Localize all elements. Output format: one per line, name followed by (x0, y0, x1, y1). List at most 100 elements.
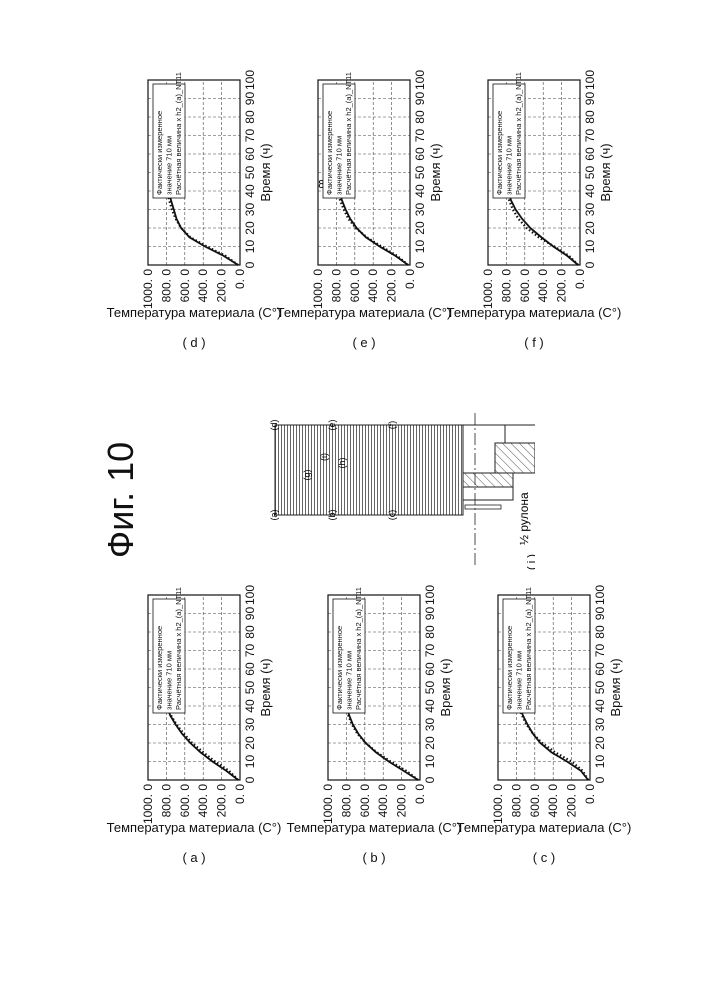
label-h: (h) (337, 457, 347, 468)
panel-label: ( c ) (533, 850, 555, 865)
legend-entry: Фактически измеренное (505, 626, 514, 710)
y-tick-label: 200. 0 (395, 784, 409, 818)
x-tick-label: 80 (413, 110, 427, 124)
x-tick-label: 100 (423, 585, 437, 605)
panel-a: 01020304050607080901000. 0200. 0400. 060… (140, 575, 290, 875)
y-tick-label: 1000. 0 (321, 784, 335, 824)
x-tick-label: 20 (593, 736, 607, 750)
y-tick-label: 200. 0 (555, 269, 569, 303)
y-tick-label: 1000. 0 (491, 784, 505, 824)
panel-label: ( b ) (362, 850, 385, 865)
panel-label: ( d ) (182, 335, 205, 350)
x-tick-label: 30 (243, 718, 257, 732)
y-axis-label: Температура материала (C°) (277, 305, 452, 320)
y-tick-label: 600. 0 (178, 269, 192, 303)
x-tick-label: 90 (583, 92, 597, 106)
x-tick-label: 80 (583, 110, 597, 124)
x-tick-label: 30 (583, 203, 597, 217)
x-tick-label: 60 (593, 662, 607, 676)
y-tick-label: 400. 0 (546, 784, 560, 818)
x-tick-label: 10 (593, 755, 607, 769)
legend-entry: Фактически измеренное (335, 626, 344, 710)
y-tick-label: 400. 0 (196, 269, 210, 303)
legend-entry: значение 710 мм (165, 651, 174, 710)
x-tick-label: 30 (413, 203, 427, 217)
legend-entry: Расчётная величина x h2_(a)_NT11 (174, 587, 183, 710)
y-tick-label: 600. 0 (358, 784, 372, 818)
x-tick-label: 90 (413, 92, 427, 106)
figure-title: Фиг. 10 (100, 430, 142, 570)
x-tick-label: 80 (593, 625, 607, 639)
x-tick-label: 70 (423, 644, 437, 658)
y-tick-label: 200. 0 (215, 784, 229, 818)
panel-label: ( e ) (352, 335, 375, 350)
y-tick-label: 400. 0 (196, 784, 210, 818)
x-tick-label: 0 (423, 776, 437, 783)
x-tick-label: 100 (593, 585, 607, 605)
x-tick-label: 20 (583, 221, 597, 235)
chart-a-svg: 01020304050607080901000. 0200. 0400. 060… (140, 575, 290, 875)
x-tick-label: 30 (423, 718, 437, 732)
y-tick-label: 0. 0 (233, 269, 247, 289)
y-axis-label: Температура материала (C°) (107, 820, 282, 835)
y-tick-label: 800. 0 (499, 269, 513, 303)
x-tick-label: 60 (413, 147, 427, 161)
x-tick-label: 0 (593, 776, 607, 783)
x-tick-label: 30 (243, 203, 257, 217)
half-roll-caption: ½ рулона (517, 492, 531, 545)
x-tick-label: 100 (413, 70, 427, 90)
x-tick-label: 10 (243, 240, 257, 254)
x-tick-label: 50 (243, 681, 257, 695)
x-tick-label: 80 (243, 110, 257, 124)
legend-entry: Расчётная величина x h2_(a)_NT11 (514, 72, 523, 195)
y-tick-label: 1000. 0 (311, 269, 325, 309)
x-tick-label: 50 (423, 681, 437, 695)
x-tick-label: 60 (583, 147, 597, 161)
y-tick-label: 0. 0 (413, 784, 427, 804)
x-tick-label: 70 (243, 129, 257, 143)
y-tick-label: 0. 0 (233, 784, 247, 804)
y-tick-label: 600. 0 (178, 784, 192, 818)
x-tick-label: 40 (243, 699, 257, 713)
x-tick-label: 20 (243, 221, 257, 235)
spindle (465, 505, 501, 509)
x-axis-label: Время (ч) (428, 143, 443, 201)
x-tick-label: 90 (593, 607, 607, 621)
panel-label: ( f ) (524, 335, 544, 350)
x-tick-label: 10 (243, 755, 257, 769)
x-tick-label: 90 (243, 92, 257, 106)
x-axis-label: Время (ч) (608, 658, 623, 716)
x-axis-label: Время (ч) (258, 143, 273, 201)
base-plate (463, 473, 513, 487)
label-j: ( j ) (526, 554, 535, 570)
chart-b-svg: 01020304050607080901000. 0200. 0400. 060… (320, 575, 470, 875)
x-tick-label: 30 (593, 718, 607, 732)
y-tick-label: 600. 0 (528, 784, 542, 818)
legend-entry: значение 710 мм (335, 136, 344, 195)
panel-d: 01020304050607080901000. 0200. 0400. 060… (140, 60, 290, 360)
y-tick-label: 800. 0 (159, 269, 173, 303)
x-tick-label: 0 (583, 261, 597, 268)
legend-entry: Расчётная величина x h2_(a)_NT11 (344, 72, 353, 195)
y-tick-label: 200. 0 (215, 269, 229, 303)
y-tick-label: 400. 0 (366, 269, 380, 303)
legend-entry: Фактически измеренное (155, 626, 164, 710)
x-tick-label: 40 (243, 184, 257, 198)
legend-entry: значение 710 мм (505, 136, 514, 195)
roll-schematic: (d) (e) (f) (a) (b) (c) (g) (h) (i) ( j … (235, 405, 535, 575)
panel-f: 01020304050607080901000. 0200. 0400. 060… (480, 60, 630, 360)
y-axis-label: Температура материала (C°) (287, 820, 462, 835)
x-tick-label: 40 (583, 184, 597, 198)
x-tick-label: 20 (243, 736, 257, 750)
x-tick-label: 40 (593, 699, 607, 713)
panel-label: ( a ) (182, 850, 205, 865)
y-tick-label: 600. 0 (518, 269, 532, 303)
x-tick-label: 60 (423, 662, 437, 676)
y-tick-label: 800. 0 (509, 784, 523, 818)
y-tick-label: 1000. 0 (141, 784, 155, 824)
legend-entry: Расчётная величина x h2_(a)_NT11 (354, 587, 363, 710)
y-axis-label: Температура материала (C°) (447, 305, 622, 320)
y-tick-label: 1000. 0 (141, 269, 155, 309)
label-a: (a) (269, 509, 279, 520)
